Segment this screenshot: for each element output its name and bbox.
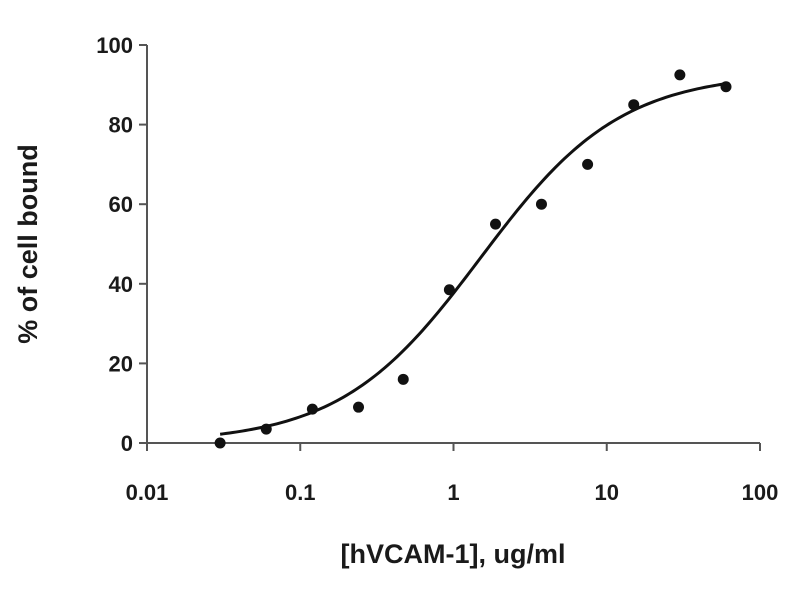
x-tick-label: 1 — [447, 480, 459, 505]
x-tick-label: 0.1 — [285, 480, 316, 505]
y-tick-label: 60 — [109, 192, 133, 217]
y-axis-title: % of cell bound — [13, 144, 43, 344]
y-tick-label: 0 — [121, 431, 133, 456]
y-tick-label: 80 — [109, 113, 133, 138]
data-point — [490, 218, 502, 230]
data-point — [443, 284, 455, 296]
x-tick-label: 10 — [595, 480, 619, 505]
x-tick-label: 100 — [742, 480, 779, 505]
y-axis-ticks: 0 20 40 60 80 100 — [96, 33, 147, 456]
data-point — [535, 198, 547, 210]
data-point — [306, 403, 318, 415]
fit-curve — [219, 82, 727, 436]
y-tick-label: 20 — [109, 351, 133, 376]
x-tick-label: 0.01 — [126, 480, 169, 505]
data-point — [214, 437, 226, 449]
data-point — [628, 99, 640, 111]
data-point — [720, 81, 732, 93]
data-point — [582, 158, 594, 170]
data-point — [353, 401, 365, 413]
y-tick-label: 100 — [96, 33, 133, 58]
y-tick-label: 40 — [109, 272, 133, 297]
x-axis-ticks: 0.01 0.1 1 10 100 — [126, 443, 779, 505]
data-point — [260, 423, 272, 435]
x-axis-title: [hVCAM-1], ug/ml — [341, 539, 566, 569]
plot-area: 0 20 40 60 80 100 0.01 0.1 1 10 100 — [96, 33, 778, 505]
data-points — [214, 69, 732, 449]
data-point — [674, 69, 686, 81]
data-point — [397, 373, 409, 385]
